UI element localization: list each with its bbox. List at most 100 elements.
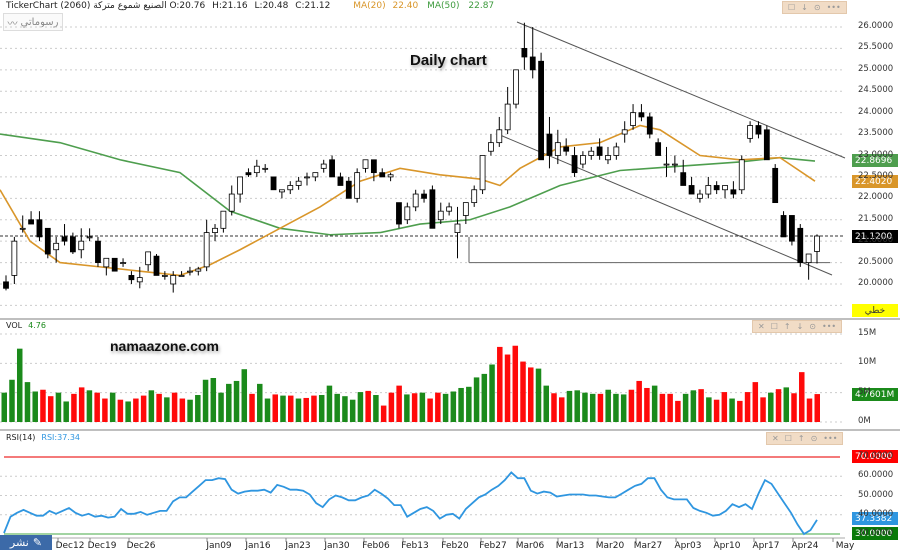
move-down-icon[interactable]: ↓ [796,322,804,331]
volume-bar [109,392,116,422]
volume-bar [226,383,232,422]
volume-bar [729,398,735,422]
volume-bar [613,393,619,422]
maximize-icon[interactable]: ☐ [784,434,792,443]
candle-body [646,116,653,135]
ma50-label: MA(50) [427,1,460,11]
volume-bar [574,390,580,422]
candle-body [203,232,210,268]
volume-tick: 15M [858,328,877,338]
volume-bar [78,387,85,422]
move-up-icon[interactable]: ↑ [797,434,805,443]
candle-body [178,275,185,277]
maximize-icon[interactable]: ☐ [770,322,778,331]
watermark: namaazone.com [110,338,219,354]
candle-body [44,227,51,255]
volume-bar [675,400,681,422]
close-icon[interactable]: ✕ [758,322,765,331]
rsi-oversold-tag: 30.0000 [852,527,898,540]
candle-body [462,202,469,216]
channel-lower-line [499,134,833,276]
volume-bar [644,387,650,422]
more-icon[interactable]: ••• [821,322,837,331]
candle-body [11,240,18,276]
volume-bar [690,390,697,422]
candle-body [329,159,335,178]
last-price-tag: 21.1200 [852,230,898,243]
volume-bar [737,400,743,422]
more-icon[interactable]: ••• [823,434,838,443]
open-value: O:20.76 [169,1,206,11]
settings-icon[interactable]: ⊙ [809,322,816,331]
rsi-label: RSI(14) [6,433,36,442]
rsi-title: RSI(14) RSI:37.34 [6,433,80,442]
candle-body [161,275,168,277]
symbol-code: (2060) [60,1,91,11]
move-down-icon[interactable]: ↓ [801,3,808,12]
candle-body [630,112,636,126]
candle-body [814,235,820,252]
candle-body [596,146,603,156]
ma50-price-tag: 22.8696 [852,154,898,167]
volume-bar [373,395,379,422]
volume-bar [791,393,797,422]
x-axis-label: Dec12 [55,541,85,551]
candle-body [337,176,344,186]
volume-bar [195,395,201,422]
candle-body [78,240,85,251]
candle-body [697,193,703,199]
volume-bar [512,345,519,422]
volume-bar [40,389,46,422]
volume-bar [651,385,658,422]
candle-body [136,277,143,283]
candle-body [362,159,369,169]
maximize-icon[interactable]: ☐ [788,3,796,12]
volume-bar [179,398,186,422]
candle-body [805,253,812,263]
candle-body [446,206,453,212]
volume-bar [558,397,565,422]
settings-icon[interactable]: ⊙ [813,3,821,12]
price-tick: 22.0000 [858,192,894,203]
volume-bar [744,392,751,422]
x-axis-label: Feb06 [362,541,390,551]
candle-body [705,185,712,195]
volume-bar [783,387,790,422]
price-tick: 20.0000 [858,278,894,288]
rsi-overbought-tag: 70.0000 [852,450,898,463]
line-chart-button[interactable]: خطي [852,304,898,317]
candle-body [588,150,595,156]
volume-bar [620,394,627,422]
volume-bar [752,382,759,422]
candle-body [571,155,578,174]
volume-bar [241,369,248,422]
volume-bar [473,377,480,422]
candle-body [53,242,60,251]
settings-icon[interactable]: ⊙ [810,434,818,443]
candle-body [61,236,68,242]
volume-tick: 0M [858,416,871,426]
candle-body [28,219,34,225]
candle-body [69,236,76,253]
close-icon[interactable]: ✕ [772,434,779,443]
my-drawings-button[interactable]: 〰 رسوماتي [3,13,63,31]
volume-bar [605,389,611,422]
more-icon[interactable]: ••• [826,3,841,12]
my-drawings-label: رسوماتي [20,16,59,28]
volume-bar [264,398,271,422]
volume-bar [272,394,278,422]
candle-body [688,185,695,195]
volume-title: VOL 4.76 [6,321,46,330]
volume-bar [806,398,813,422]
volume-bar [721,392,728,422]
volume-pane-controls: ✕ ☐ ↑ ↓ ⊙ ••• [752,320,843,333]
share-button[interactable]: نشر ✎ [0,535,52,550]
x-axis-label: Dec19 [87,541,117,551]
low-value: L:20.48 [254,1,289,11]
volume-tick: 5M [858,386,871,397]
move-up-icon[interactable]: ↑ [783,322,791,331]
volume-bar [365,390,371,422]
candle-body [145,251,152,266]
candle-body [237,176,244,195]
